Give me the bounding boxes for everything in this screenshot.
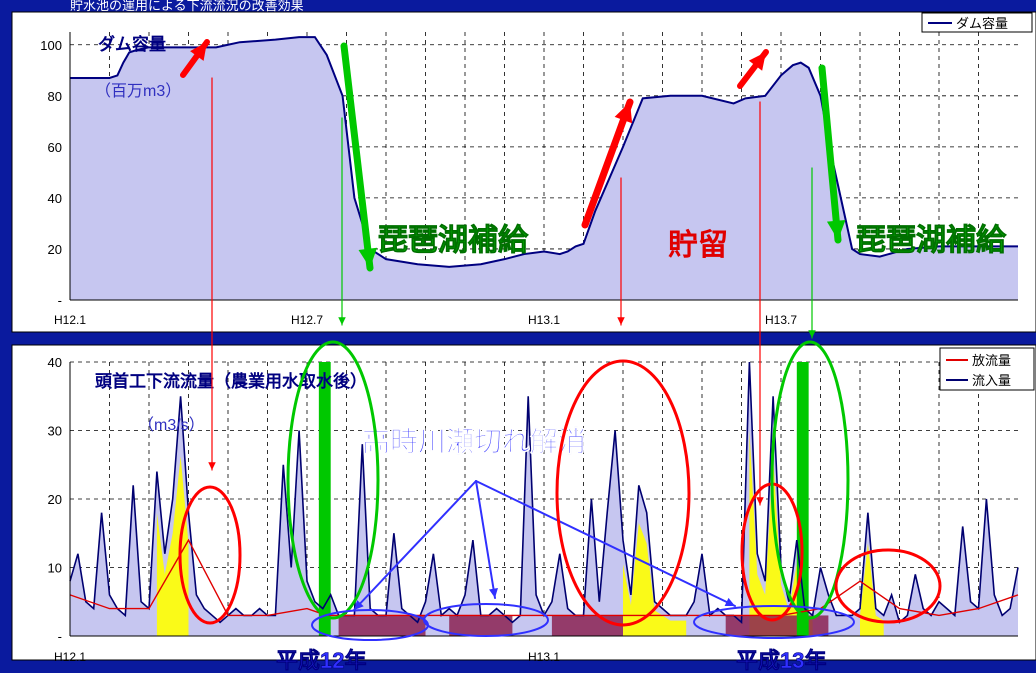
y-axis-unit: （m3/s） <box>138 416 205 434</box>
highlight-ellipse <box>286 340 380 620</box>
pointer-arrow-head <box>724 597 735 607</box>
annotation-supply-1: 琵琶湖補給 <box>378 223 529 257</box>
fall-arrow <box>340 42 374 272</box>
fall-arrow <box>818 64 842 244</box>
y-axis-unit: （百万m3） <box>95 82 181 100</box>
highlight-ellipse <box>555 359 691 627</box>
rise-arrow-head <box>190 42 207 61</box>
release-bar <box>318 362 331 636</box>
rise-arrow-head <box>748 52 766 71</box>
y-axis-title: 頭首工下流流量（農業用水取水後） <box>95 371 367 391</box>
y-tick-label: 10 <box>48 561 62 576</box>
y-tick-label: 20 <box>48 242 62 257</box>
x-tick-label: H12.1 <box>54 650 86 664</box>
highlight-ellipse <box>423 603 549 637</box>
legend-label-release: 放流量 <box>972 353 1011 368</box>
pointer-arrow-head <box>489 588 498 598</box>
y-tick-label: 60 <box>48 140 62 155</box>
legend-box <box>939 347 1035 391</box>
y-tick-label: 40 <box>48 191 62 206</box>
y-tick-label: 100 <box>40 38 62 53</box>
rise-arrow-head <box>614 102 633 124</box>
highlight-ellipse <box>834 548 942 624</box>
deficit-region <box>551 615 623 636</box>
highlight-ellipse <box>693 605 855 639</box>
highlight-ellipse <box>770 340 850 620</box>
y-tick-label: 40 <box>48 355 62 370</box>
pointer-arrow-head <box>354 600 364 610</box>
x-tick-label: H13.1 <box>528 313 560 327</box>
y-tick-label: - <box>58 293 62 308</box>
link-arrow-head <box>756 497 764 505</box>
release-bar <box>796 362 809 636</box>
link-arrow-head <box>208 462 216 470</box>
legend-label: ダム容量 <box>956 16 1008 31</box>
annotation-year-h12: 平成12年 <box>276 648 366 673</box>
y-tick-label: 80 <box>48 89 62 104</box>
y-axis-title: ダム容量 <box>98 34 166 54</box>
link-arrow-head <box>808 330 816 338</box>
pointer-arrow <box>353 480 477 611</box>
annotation-storage: 貯留 <box>668 228 728 262</box>
link-arrow-head <box>617 317 625 325</box>
rise-arrow <box>581 98 634 229</box>
header-text: 貯水池の運用による下流流況の改善効果 <box>70 0 304 13</box>
release-line <box>69 538 1019 617</box>
legend-label-inflow: 流入量 <box>972 373 1011 388</box>
y-tick-label: 30 <box>48 424 62 439</box>
deficit-region <box>449 615 513 636</box>
annotation-dry-river-resolved: 高時川瀬切れ解消 <box>362 426 586 457</box>
annotations-layer <box>178 39 942 641</box>
y-tick-label: 20 <box>48 492 62 507</box>
link-arrow-head <box>338 317 346 325</box>
y-tick-label: - <box>58 629 62 644</box>
fall-arrow-head <box>826 219 846 240</box>
fall-arrow-head <box>358 247 378 268</box>
annotation-supply-2: 琵琶湖補給 <box>856 223 1007 257</box>
supply-highlight <box>623 522 687 636</box>
deficit-region <box>338 615 426 636</box>
pointer-arrow <box>475 480 736 607</box>
supply-highlight <box>156 456 189 636</box>
x-tick-label: H13.7 <box>765 313 797 327</box>
pointer-arrow <box>475 480 496 599</box>
highlight-ellipse <box>178 485 242 625</box>
x-tick-label: H12.7 <box>291 313 323 327</box>
legend-box <box>921 12 1033 33</box>
annotation-year-h13: 平成13年 <box>736 648 826 673</box>
header-band <box>0 0 1036 12</box>
x-tick-label: H13.1 <box>528 650 560 664</box>
storage-area <box>70 37 1018 300</box>
x-tick-label: H12.1 <box>54 313 86 327</box>
